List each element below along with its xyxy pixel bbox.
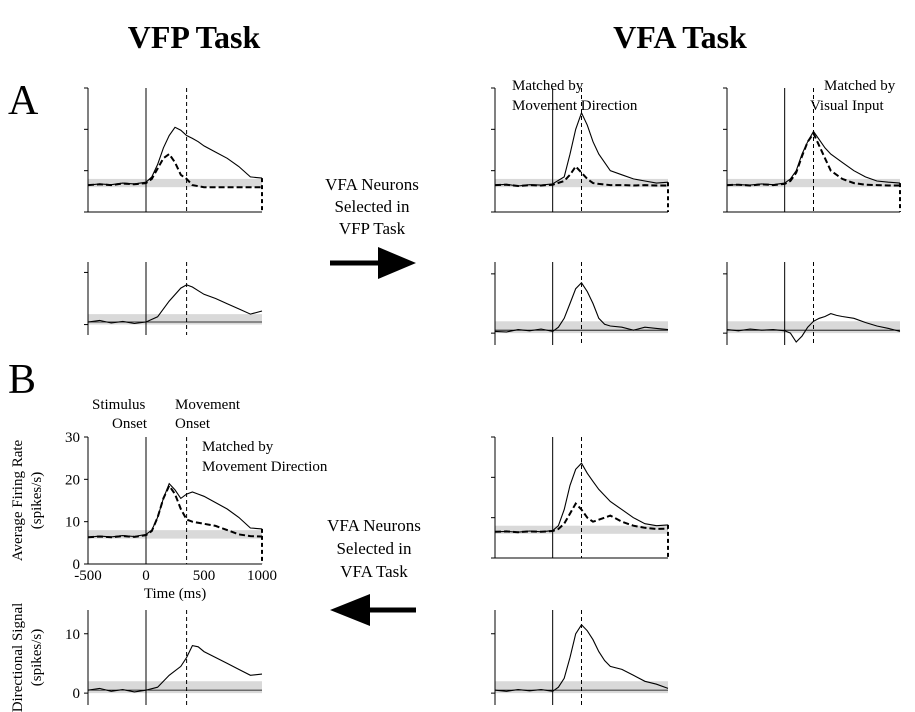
series-solid-line <box>87 284 263 325</box>
baseline-band <box>88 314 262 325</box>
matched-direction-label-b-line1: Matched by <box>202 439 274 455</box>
chart-A-vfp-dir <box>84 262 263 335</box>
matched-visual-label-line1: Matched by <box>824 78 896 94</box>
x-tick-label: -500 <box>74 568 102 584</box>
stimulus-onset-label-line1: Stimulus <box>92 397 146 413</box>
chart-A-vfp-rate <box>84 87 263 213</box>
baseline-band <box>88 178 262 188</box>
series-dashed-line <box>494 501 669 534</box>
y-tick-label: 20 <box>65 472 80 488</box>
left-arrow-icon <box>330 594 416 626</box>
y-axis-label: Directional Signal <box>10 603 26 712</box>
x-tick-label: 0 <box>142 568 150 584</box>
y-tick-label: 0 <box>73 557 81 573</box>
chart-B-vfp-dir: 0 10 Directional Signal (spikes/s) <box>10 603 263 712</box>
selected-vfa-line1: VFA Neurons <box>327 516 421 535</box>
matched-direction-label-b-line2: Movement Direction <box>202 459 328 475</box>
series-solid-line <box>87 126 263 186</box>
series-solid-line <box>494 281 669 333</box>
x-tick-label: 1000 <box>247 568 277 584</box>
y-tick-label: 10 <box>65 627 80 643</box>
y-axis-label: Average Firing Rate <box>10 439 26 561</box>
x-tick-label: 500 <box>193 568 216 584</box>
vfa-task-title: VFA Task <box>613 19 747 55</box>
chart-A-vfa-direction-rate <box>491 87 669 213</box>
baseline-band <box>88 530 262 539</box>
vfp-task-title: VFP Task <box>128 19 261 55</box>
series-dashed-line <box>87 152 262 189</box>
stimulus-onset-label-line2: Onset <box>112 416 148 432</box>
x-axis-label: Time (ms) <box>144 586 206 602</box>
baseline-band <box>727 178 900 188</box>
selected-vfp-line1: VFA Neurons <box>325 175 419 194</box>
series-dashed-line <box>87 483 263 539</box>
series-solid-line <box>87 644 263 693</box>
series-solid-line <box>494 623 669 692</box>
series-dashed-line <box>494 164 668 188</box>
movement-onset-label-line2: Onset <box>175 416 211 432</box>
matched-visual-label-line2: Visual Input <box>810 98 885 114</box>
selected-vfa-line2: Selected in <box>336 539 412 558</box>
baseline-band <box>495 178 668 188</box>
series-dashed-line <box>726 131 900 187</box>
movement-onset-label-line1: Movement <box>175 397 241 413</box>
panel-letter-b: B <box>8 357 36 403</box>
chart-A-vfa-direction-dir <box>491 262 669 345</box>
panel-letter-a: A <box>8 78 39 124</box>
selected-vfp-line3: VFP Task <box>339 219 406 238</box>
selected-vfp-line2: Selected in <box>334 197 410 216</box>
chart-B-vfa-dir <box>491 610 669 705</box>
y-tick-label: 10 <box>65 515 80 531</box>
right-arrow-icon <box>330 247 416 279</box>
chart-B-vfa-rate <box>491 436 669 559</box>
selected-vfa-line3: VFA Task <box>340 562 408 581</box>
y-axis-label: (spikes/s) <box>29 629 45 687</box>
baseline-band <box>88 681 262 694</box>
matched-direction-label-a-line2: Movement Direction <box>512 98 638 114</box>
matched-direction-label-a-line1: Matched by <box>512 78 584 94</box>
chart-A-vfa-visual-rate <box>723 87 901 213</box>
y-tick-label: 30 <box>65 430 80 446</box>
chart-A-vfa-visual-dir <box>723 262 901 345</box>
y-axis-label: (spikes/s) <box>29 472 45 530</box>
y-tick-label: 0 <box>73 686 81 702</box>
series-solid-line <box>726 313 901 343</box>
series-solid-line <box>87 482 263 538</box>
